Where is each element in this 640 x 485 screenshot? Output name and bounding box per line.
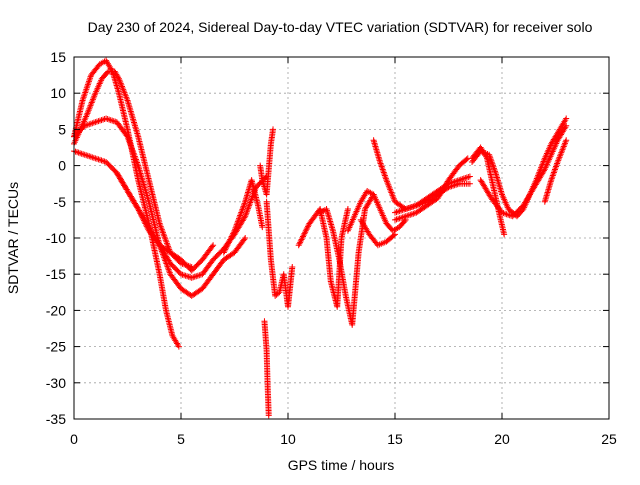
y-tick-label: -15: [46, 266, 66, 282]
data-point: [463, 156, 470, 163]
series-track-17: [469, 144, 508, 238]
x-tick-label: 0: [70, 431, 78, 447]
data-point: [241, 236, 248, 243]
y-tick-label: -10: [46, 230, 66, 246]
data-point: [302, 227, 309, 234]
data-point: [221, 248, 228, 255]
y-tick-label: -5: [54, 194, 67, 210]
y-tick-label: 0: [58, 158, 66, 174]
data-point: [225, 239, 232, 246]
data-point: [226, 237, 233, 244]
data-point: [175, 343, 182, 350]
x-tick-label: 10: [280, 431, 296, 447]
x-tick-label: 25: [601, 431, 617, 447]
series-track-20: [541, 137, 570, 205]
y-tick-label: -20: [46, 302, 66, 318]
data-point: [225, 240, 232, 247]
series-track-19: [477, 122, 570, 220]
data-point: [304, 223, 311, 230]
data-point: [210, 242, 217, 249]
data-point: [301, 230, 308, 237]
data-point: [242, 235, 249, 241]
data-point: [270, 126, 277, 133]
data-point: [562, 124, 569, 131]
data-point: [220, 249, 227, 256]
data-point: [390, 232, 397, 239]
data-point: [297, 239, 304, 246]
y-tick-label: 15: [50, 49, 66, 65]
data-point: [299, 233, 306, 240]
series-track-10: [295, 206, 351, 310]
data-point: [466, 180, 473, 187]
series-track-2: [71, 68, 195, 270]
data-point: [230, 230, 237, 237]
series-track-8: [261, 318, 272, 419]
data-point: [540, 167, 547, 174]
data-point: [392, 231, 398, 238]
data-point: [229, 232, 236, 239]
data-points: [71, 57, 570, 419]
series-track-5: [113, 169, 270, 281]
data-point: [563, 115, 570, 122]
data-point: [227, 235, 234, 241]
data-point: [303, 226, 310, 233]
data-point: [302, 229, 309, 236]
series-track-16: [392, 155, 471, 223]
data-point: [297, 237, 304, 244]
data-point: [296, 240, 303, 247]
data-point: [241, 214, 248, 221]
data-point: [304, 224, 311, 231]
data-point: [265, 412, 272, 419]
data-point: [298, 236, 305, 243]
y-tick-label: 10: [50, 85, 66, 101]
data-point: [344, 206, 351, 213]
series-track-7: [263, 198, 296, 310]
y-tick-label: -30: [46, 375, 66, 391]
data-point: [563, 122, 570, 129]
data-point: [223, 243, 230, 250]
data-point: [209, 243, 216, 250]
x-axis-label: GPS time / hours: [288, 457, 395, 473]
series-track-13: [357, 216, 398, 249]
x-tick-label: 5: [177, 431, 185, 447]
data-point: [228, 233, 235, 240]
data-point: [104, 69, 111, 76]
data-point: [563, 137, 570, 144]
data-point: [222, 246, 229, 253]
axis-ticks: -35 -30 -25 -20 -15 -10 -5 0 5 10 15 0 5 10 15 20 25: [46, 49, 617, 447]
data-point: [300, 232, 307, 239]
data-point: [222, 245, 229, 252]
data-point: [259, 224, 266, 231]
y-tick-label: -25: [46, 339, 66, 355]
series-track-12: [344, 187, 409, 234]
grid-lines: [74, 57, 609, 419]
data-point: [295, 242, 302, 249]
data-point: [115, 74, 122, 81]
data-point: [466, 173, 473, 180]
data-point: [230, 229, 237, 236]
data-point: [299, 235, 306, 241]
y-axis-label: SDTVAR / TECUs: [5, 182, 21, 294]
series-track-6: [220, 177, 266, 256]
data-point: [289, 263, 296, 270]
series-track-9: [257, 126, 277, 198]
x-tick-label: 15: [387, 431, 403, 447]
x-tick-label: 20: [494, 431, 510, 447]
data-point: [227, 236, 234, 243]
data-point: [501, 231, 508, 238]
y-tick-label: 5: [58, 121, 66, 137]
y-tick-label: -35: [46, 411, 66, 427]
data-point: [224, 242, 231, 249]
chart-title: Day 230 of 2024, Sidereal Day-to-day VTE…: [88, 19, 593, 35]
